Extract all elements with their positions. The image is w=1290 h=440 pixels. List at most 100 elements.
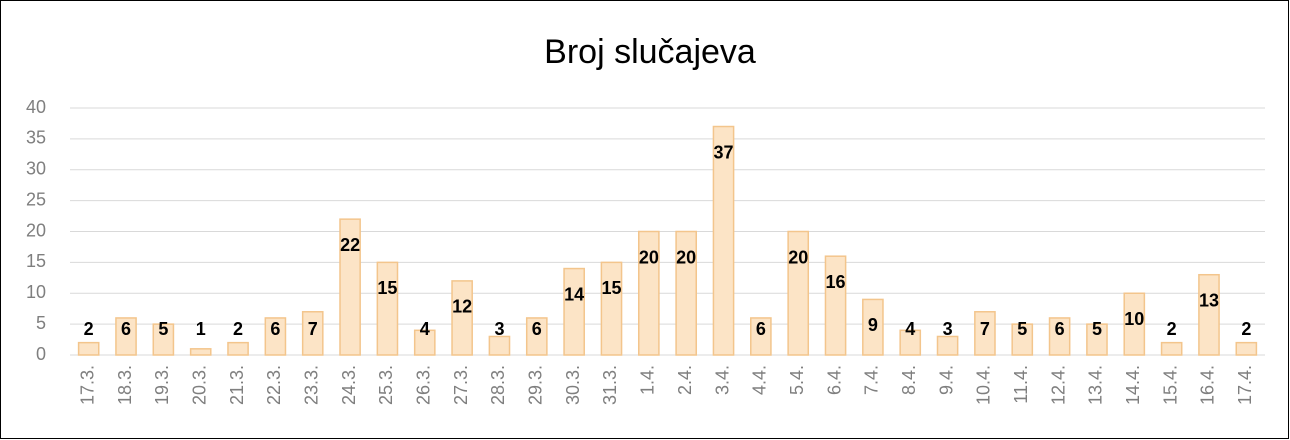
bar <box>824 255 847 356</box>
x-tick-label: 16.4. <box>1198 365 1218 405</box>
x-tick-label: 28.3. <box>488 365 508 405</box>
data-label: 7 <box>308 319 318 339</box>
x-tick-label: 4.4. <box>750 365 770 395</box>
data-label: 20 <box>788 247 808 267</box>
bar <box>451 280 473 356</box>
data-label: 22 <box>340 235 360 255</box>
y-tick-label: 35 <box>26 128 46 148</box>
bar <box>936 335 959 356</box>
x-tick-label: 17.3. <box>77 365 97 405</box>
bar <box>1235 341 1258 356</box>
x-tick-label: 7.4. <box>862 365 882 395</box>
x-tick-label: 5.4. <box>787 365 807 395</box>
bar <box>862 298 884 356</box>
bar <box>413 329 436 356</box>
data-label: 2 <box>1241 319 1251 339</box>
x-tick-label: 23.3. <box>301 365 321 405</box>
x-tick-label: 25.3. <box>376 365 396 405</box>
data-label: 6 <box>1055 319 1065 339</box>
bar <box>339 218 361 356</box>
bar <box>563 267 585 356</box>
x-tick-label: 22.3. <box>264 365 284 405</box>
bar <box>77 341 100 356</box>
y-tick-label: 20 <box>26 220 46 240</box>
x-tick-label: 29.3. <box>526 365 546 405</box>
bar <box>750 317 772 356</box>
data-label: 7 <box>980 319 990 339</box>
bar <box>1198 273 1220 356</box>
bar <box>525 317 548 356</box>
bar <box>637 230 660 356</box>
x-tick-label: 26.3. <box>414 365 434 405</box>
data-label: 16 <box>826 272 846 292</box>
bar <box>974 311 996 356</box>
x-tick-label: 30.3. <box>563 365 583 405</box>
data-label: 20 <box>639 247 659 267</box>
x-tick-label: 31.3. <box>600 365 620 405</box>
data-label: 9 <box>868 315 878 335</box>
x-tick-label: 27.3. <box>451 365 471 405</box>
data-label: 3 <box>943 319 953 339</box>
bar <box>1048 317 1071 356</box>
data-label: 2 <box>84 319 94 339</box>
x-tick-label: 21.3. <box>227 365 247 405</box>
bar <box>152 323 175 356</box>
bar <box>227 341 249 356</box>
data-label: 37 <box>714 142 734 162</box>
y-tick-label: 5 <box>36 313 46 333</box>
data-label: 15 <box>377 278 397 298</box>
data-label: 3 <box>494 319 504 339</box>
x-tick-label: 20.3. <box>189 365 209 405</box>
data-label: 2 <box>233 319 243 339</box>
data-label: 4 <box>905 319 915 339</box>
y-tick-label: 0 <box>36 344 46 364</box>
x-tick-label: 13.4. <box>1086 365 1106 405</box>
bar <box>301 311 324 356</box>
y-tick-label: 30 <box>26 159 46 179</box>
x-tick-label: 11.4. <box>1011 365 1031 404</box>
data-label: 2 <box>1167 319 1177 339</box>
data-label: 12 <box>452 297 472 317</box>
x-tick-label: 12.4. <box>1048 365 1068 405</box>
data-label: 5 <box>158 319 168 339</box>
x-tick-label: 19.3. <box>152 365 172 405</box>
chart-title: Broj slučajeva <box>544 33 756 71</box>
data-label: 4 <box>420 319 430 339</box>
x-tick-label: 10.4. <box>974 365 994 405</box>
x-tick-label: 6.4. <box>824 365 844 395</box>
y-tick-label: 25 <box>26 189 46 209</box>
x-tick-label: 9.4. <box>936 365 956 395</box>
y-tick-label: 15 <box>26 251 46 271</box>
bar <box>488 335 511 356</box>
bar <box>1123 292 1146 356</box>
x-tick-label: 8.4. <box>899 365 919 395</box>
bar <box>712 125 735 356</box>
x-tick-label: 3.4. <box>712 365 732 395</box>
data-label: 13 <box>1199 290 1219 310</box>
x-tick-label: 15.4. <box>1160 365 1180 405</box>
bar <box>600 261 623 356</box>
x-tick-label: 17.4. <box>1235 365 1255 405</box>
x-tick-label: 2.4. <box>675 365 695 395</box>
data-label: 6 <box>756 319 766 339</box>
data-label: 5 <box>1092 319 1102 339</box>
bar <box>1011 323 1034 356</box>
x-tick-label: 1.4. <box>638 365 658 395</box>
data-label: 10 <box>1124 309 1144 329</box>
y-tick-label: 40 <box>26 97 46 117</box>
bar <box>189 348 212 356</box>
x-tick-label: 24.3. <box>339 365 359 405</box>
bar <box>675 230 698 356</box>
data-label: 14 <box>564 284 584 304</box>
bar <box>376 261 399 356</box>
x-tick-label: 18.3. <box>115 365 135 405</box>
data-label: 20 <box>676 247 696 267</box>
bar <box>787 230 810 356</box>
data-label: 15 <box>601 278 621 298</box>
bar <box>1160 341 1183 356</box>
data-label: 6 <box>121 319 131 339</box>
bar <box>1086 323 1108 356</box>
data-label: 1 <box>196 319 206 339</box>
